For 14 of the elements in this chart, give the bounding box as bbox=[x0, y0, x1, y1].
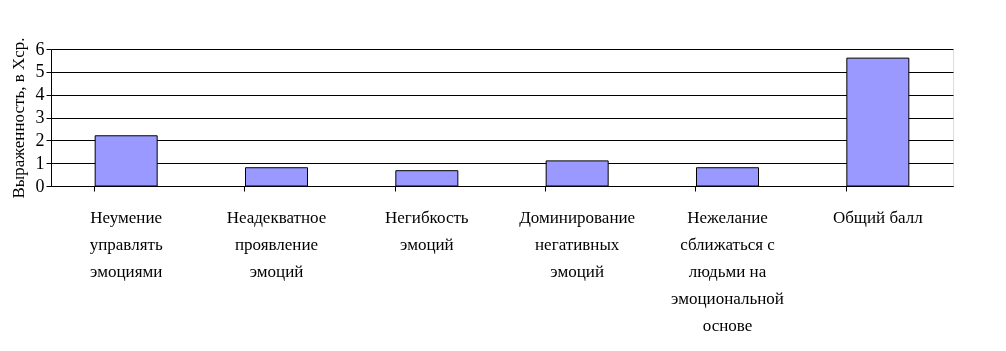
y-tick-label: 3 bbox=[35, 107, 45, 127]
y-tick-label: 5 bbox=[35, 61, 45, 82]
x-tick-label: Неадекватное проявление эмоций bbox=[226, 207, 327, 281]
y-tick-label: 0 bbox=[35, 175, 45, 196]
y-tick-label: 6 bbox=[35, 38, 45, 59]
x-tick-label: Общий балл bbox=[832, 207, 924, 227]
x-tick-label: Негибкость эмоций bbox=[385, 207, 469, 254]
x-tick-label: Неумение управлять эмоциями bbox=[89, 207, 163, 281]
y-tick-label: 4 bbox=[35, 84, 45, 105]
x-tick-label: Доминирование негативных эмоций bbox=[519, 207, 636, 281]
x-tick-label: Нежелание сближаться с людьми на эмоциональной основе bbox=[671, 207, 784, 335]
y-tick-label: 1 bbox=[35, 152, 45, 173]
y-axis-title: Выраженность, в Хср. bbox=[8, 37, 28, 199]
y-tick-label: 2 bbox=[35, 129, 45, 150]
